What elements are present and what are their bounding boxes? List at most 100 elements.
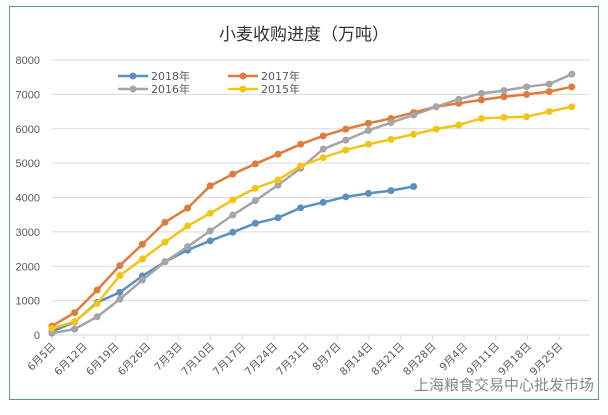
data-point (477, 89, 485, 97)
data-point (93, 286, 101, 294)
data-point (297, 204, 305, 212)
data-point (71, 309, 79, 317)
x-tick-label: 7月17日 (211, 341, 249, 379)
data-point (342, 146, 350, 154)
legend-label: 2016年 (151, 82, 190, 96)
data-point (138, 255, 146, 263)
data-point (274, 214, 282, 222)
chart-title: 小麦收购进度（万吨） (219, 25, 389, 45)
data-point (251, 219, 259, 227)
data-point (500, 93, 508, 101)
data-point (138, 276, 146, 284)
data-point (48, 324, 56, 332)
data-point (500, 113, 508, 121)
data-point (138, 240, 146, 248)
data-point (455, 95, 463, 103)
data-point (206, 237, 214, 245)
data-point (568, 70, 576, 78)
watermark: 上海粮食交易中心批发市场 (413, 376, 594, 394)
data-point (229, 228, 237, 236)
data-point (229, 211, 237, 219)
data-point (432, 103, 440, 111)
data-point (161, 218, 169, 226)
data-point (364, 126, 372, 134)
data-point (500, 87, 508, 95)
legend-label: 2015年 (261, 82, 300, 96)
data-point (342, 136, 350, 144)
y-tick-label: 5000 (16, 158, 40, 170)
data-point (71, 318, 79, 326)
data-point (184, 222, 192, 230)
data-point (545, 88, 553, 96)
data-point (319, 154, 327, 162)
chart-frame (9, 6, 599, 400)
data-point (387, 119, 395, 127)
data-point (364, 140, 372, 148)
x-tick-label: 8月14日 (338, 341, 376, 379)
y-tick-label: 7000 (16, 89, 40, 101)
data-point (342, 125, 350, 133)
data-point (184, 204, 192, 212)
data-point (387, 135, 395, 143)
legend-marker (239, 85, 247, 93)
data-point (229, 170, 237, 178)
data-point (161, 238, 169, 246)
data-point (206, 209, 214, 217)
data-point (93, 313, 101, 321)
x-tick-label: 9月11日 (464, 341, 502, 379)
legend-marker (129, 85, 137, 93)
data-point (523, 90, 531, 98)
x-tick-label: 9月18日 (496, 341, 534, 379)
y-tick-label: 1000 (16, 296, 40, 308)
data-point (297, 140, 305, 148)
x-tick-label: 8月28日 (401, 341, 439, 379)
data-point (116, 295, 124, 303)
x-tick-label: 9月25日 (528, 341, 566, 379)
data-point (410, 183, 418, 190)
data-point (319, 132, 327, 140)
data-point (251, 160, 259, 168)
data-point (545, 80, 553, 88)
data-point (184, 243, 192, 251)
data-point (116, 272, 124, 280)
data-point (93, 299, 101, 307)
x-tick-label: 6月12日 (52, 341, 90, 379)
data-point (274, 150, 282, 158)
data-point (477, 96, 485, 104)
data-point (319, 145, 327, 153)
data-point (297, 162, 305, 170)
legend-label: 2017年 (261, 69, 300, 83)
data-point (116, 262, 124, 270)
y-tick-label: 0 (34, 330, 40, 342)
y-tick-label: 2000 (16, 261, 40, 273)
x-tick-label: 6月19日 (84, 341, 122, 379)
data-point (319, 198, 327, 206)
data-point (410, 111, 418, 119)
y-tick-label: 4000 (16, 193, 40, 205)
data-point (477, 114, 485, 122)
data-point (455, 121, 463, 129)
series-line-2016年 (51, 72, 573, 335)
series-line-2017年 (51, 85, 573, 328)
data-point (229, 196, 237, 204)
data-point (274, 176, 282, 184)
data-point (48, 329, 56, 337)
y-tick-label: 8000 (16, 55, 40, 67)
data-point (410, 130, 418, 138)
x-tick-label: 8月21日 (369, 341, 407, 379)
x-tick-label: 7月24日 (243, 341, 281, 379)
data-point (432, 125, 440, 133)
data-point (364, 189, 372, 197)
data-point (342, 193, 350, 201)
data-point (523, 83, 531, 91)
data-point (116, 288, 124, 296)
data-point (364, 119, 372, 127)
data-point (523, 113, 531, 121)
data-point (206, 227, 214, 235)
y-tick-label: 6000 (16, 124, 40, 136)
x-tick-label: 7月10日 (179, 341, 217, 379)
y-tick-label: 3000 (16, 227, 40, 239)
data-point (568, 103, 576, 111)
data-point (206, 182, 214, 190)
